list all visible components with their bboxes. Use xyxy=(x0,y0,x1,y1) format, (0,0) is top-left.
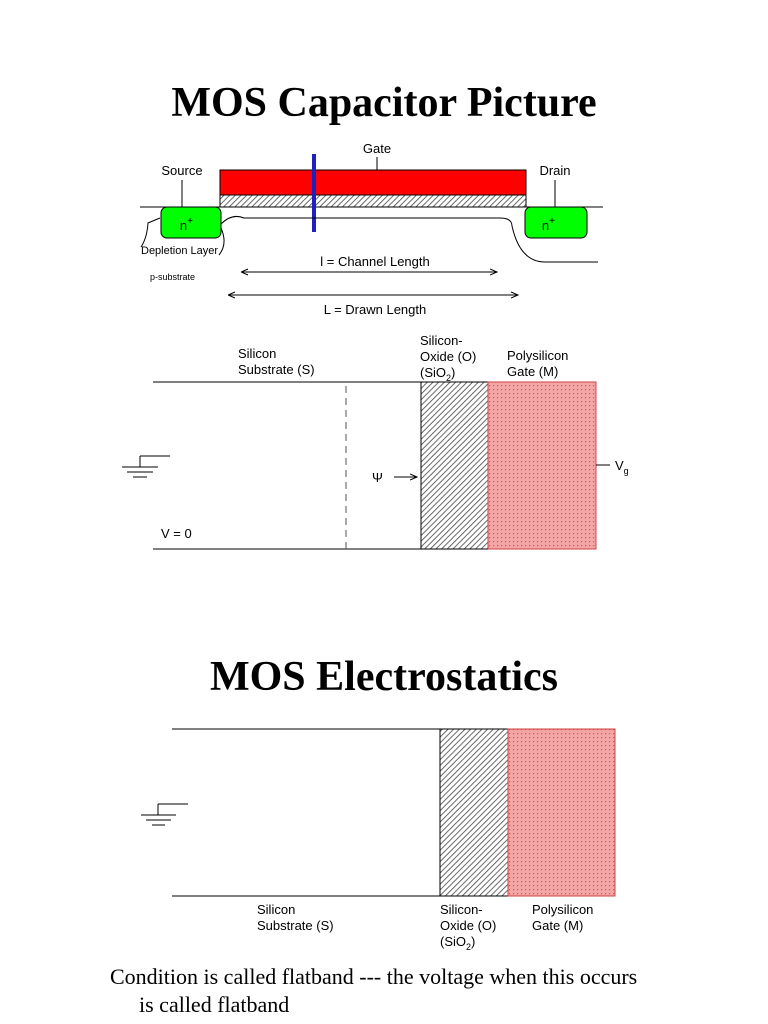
oxide-label-line2: Oxide (O) xyxy=(420,349,476,364)
ground-icon xyxy=(141,803,188,826)
source-n-plus-region xyxy=(160,206,222,239)
silicon-label-2-line2: Substrate (S) xyxy=(257,918,334,933)
oxide-label-2-line2: Oxide (O) xyxy=(440,918,496,933)
ground-icon xyxy=(122,455,170,478)
drain-n-plus-label: n+ xyxy=(542,216,555,233)
depletion-boundary-source xyxy=(218,227,225,256)
poly-gate xyxy=(219,169,527,196)
drain-label: Drain xyxy=(539,163,570,178)
depletion-boundary-left xyxy=(140,217,161,248)
poly-label-2-line2: Gate (M) xyxy=(532,918,583,933)
vg-label: Vg xyxy=(615,458,629,476)
flatband-caption: Condition is called flatband --- the vol… xyxy=(110,963,760,1019)
mos-band-diagram-2: Silicon Substrate (S) Silicon- Oxide (O)… xyxy=(141,728,616,952)
oxide-layer xyxy=(420,381,489,550)
source-n-plus-label: n+ xyxy=(180,216,193,233)
poly-gate-layer xyxy=(487,381,597,550)
gate-label: Gate xyxy=(363,141,391,156)
oxide-label-line3: (SiO2) xyxy=(420,365,455,383)
mos-cross-section: Gate Source Drain n+ n+ Depletion Layer xyxy=(140,141,603,317)
slide2-title: MOS Electrostatics xyxy=(210,654,558,700)
oxide-layer-2 xyxy=(439,728,509,897)
p-substrate-label: p-substrate xyxy=(150,272,195,282)
oxide-label-line1: Silicon- xyxy=(420,333,463,348)
poly-label-line2: Gate (M) xyxy=(507,364,558,379)
slide1-title: MOS Capacitor Picture xyxy=(171,80,597,126)
psi-label: Ψ xyxy=(372,470,383,485)
silicon-label-2-line1: Silicon xyxy=(257,902,295,917)
caption-line1: Condition is called flatband --- the vol… xyxy=(110,964,638,989)
poly-gate-layer-2 xyxy=(507,728,616,897)
oxide-label-2-line1: Silicon- xyxy=(440,902,483,917)
depletion-boundary xyxy=(220,216,598,263)
channel-length-label: l = Channel Length xyxy=(320,254,430,269)
depletion-layer-label: Depletion Layer xyxy=(141,245,218,257)
drawn-length-label: L = Drawn Length xyxy=(324,302,427,317)
mos-band-diagram-1: Silicon Substrate (S) Silicon- Oxide (O)… xyxy=(122,333,629,550)
poly-label-line1: Polysilicon xyxy=(507,348,568,363)
gate-oxide xyxy=(219,194,527,208)
silicon-label-line1: Silicon xyxy=(238,346,276,361)
caption-line2: is called flatband xyxy=(139,992,290,1017)
drain-n-plus-region xyxy=(524,206,588,239)
oxide-label-2-line3: (SiO2) xyxy=(440,934,475,952)
silicon-label-line2: Substrate (S) xyxy=(238,362,315,377)
poly-label-2-line1: Polysilicon xyxy=(532,902,593,917)
source-label: Source xyxy=(161,163,202,178)
v-zero-label: V = 0 xyxy=(161,526,192,541)
